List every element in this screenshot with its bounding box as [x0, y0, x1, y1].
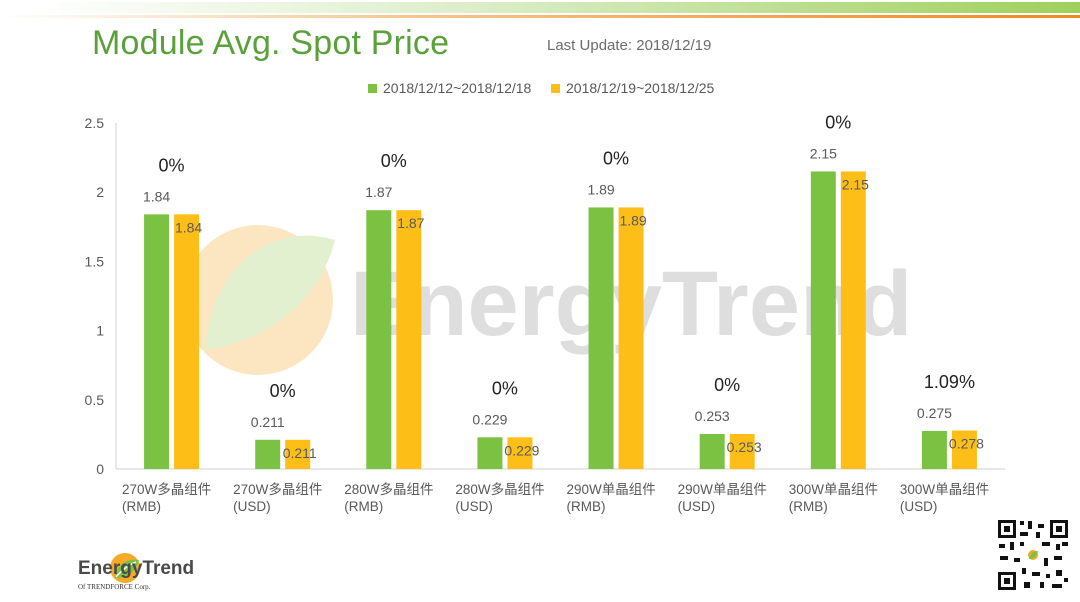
qr-code-icon [996, 518, 1070, 592]
y-tick-label: 2.5 [85, 115, 105, 131]
y-tick-label: 1.5 [85, 253, 105, 269]
change-label: 0% [603, 148, 629, 168]
data-label-series-2: 0.278 [949, 436, 984, 452]
x-tick-label: 280W多晶组件 [455, 481, 544, 497]
y-tick-label: 0 [96, 461, 104, 477]
bar-series-2 [729, 433, 755, 469]
change-label: 0% [492, 378, 518, 398]
data-label-series-1: 1.87 [365, 184, 392, 200]
bar-series-2 [174, 214, 200, 469]
top-orange-stripe [0, 15, 1080, 18]
data-label-series-1: 1.89 [587, 181, 614, 197]
top-decor-bar [0, 0, 1080, 20]
change-label: 0% [381, 151, 407, 171]
y-tick-label: 0.5 [85, 392, 105, 408]
watermark-leaf-shape [205, 235, 335, 350]
x-tick-label: 270W多晶组件 [122, 481, 211, 497]
bar-series-1 [366, 210, 392, 469]
slide-title: Module Avg. Spot Price [92, 24, 450, 62]
bar-series-1 [144, 214, 170, 469]
data-label-series-1: 2.15 [810, 145, 837, 161]
x-tick-label: 300W单晶组件 [789, 482, 878, 497]
legend-swatch-series-2 [551, 84, 560, 93]
x-tick-label: 290W单晶组件 [567, 482, 656, 497]
data-label-series-2: 1.89 [619, 212, 646, 228]
footer-logo-subtext: Of TRENDFORCE Corp. [78, 583, 151, 591]
legend-label-series-1: 2018/12/12~2018/12/18 [383, 80, 532, 96]
change-label: 0% [714, 375, 740, 395]
x-tick-label: 280W多晶组件 [344, 481, 433, 497]
energytrend-logo-icon [110, 553, 140, 583]
x-tick-label-unit: (RMB) [567, 499, 606, 514]
data-label-series-2: 0.229 [504, 442, 539, 458]
bar-series-2 [507, 437, 533, 469]
bar-series-2 [951, 430, 977, 469]
data-label-series-2: 1.87 [397, 215, 424, 231]
footer-logo-text: EnergyTrend [78, 558, 195, 579]
x-tick-label-unit: (USD) [233, 499, 271, 514]
x-tick-label-unit: (RMB) [344, 499, 383, 514]
data-label-series-2: 0.211 [283, 445, 317, 461]
bar-series-1 [477, 437, 503, 469]
x-tick-label: 300W单晶组件 [900, 482, 989, 497]
change-label: 0% [159, 155, 185, 175]
legend-label-series-2: 2018/12/19~2018/12/25 [566, 80, 715, 96]
last-update-text: Last Update: 2018/12/19 [547, 37, 712, 54]
data-label-series-2: 1.84 [175, 219, 202, 235]
data-label-series-2: 0.253 [727, 439, 762, 455]
watermark: EnergyTrend [183, 225, 912, 375]
data-label-series-1: 0.211 [251, 414, 285, 430]
bar-series-2 [396, 210, 422, 469]
legend-swatch-series-1 [368, 84, 377, 93]
x-tick-label-unit: (RMB) [789, 499, 828, 514]
change-label: 0% [825, 112, 851, 132]
x-tick-label: 290W单晶组件 [678, 482, 767, 497]
data-label-series-1: 0.253 [695, 408, 730, 424]
change-label: 1.09% [924, 372, 975, 392]
x-tick-label: 270W多晶组件 [233, 481, 322, 497]
bar-series-1 [810, 171, 836, 469]
bar-series-1 [921, 430, 947, 469]
x-tick-label-unit: (USD) [678, 499, 716, 514]
x-tick-label-unit: (RMB) [122, 499, 161, 514]
bar-series-2 [285, 439, 311, 469]
x-tick-label-unit: (USD) [455, 499, 493, 514]
bar-series-1 [255, 439, 281, 469]
y-tick-label: 2 [96, 184, 104, 200]
watermark-leaf-icon [183, 225, 333, 375]
bar-series-1 [699, 433, 725, 469]
data-label-series-1: 0.275 [917, 405, 952, 421]
data-label-series-1: 1.84 [143, 188, 170, 204]
change-label: 0% [270, 381, 296, 401]
y-tick-label: 1 [96, 323, 104, 339]
top-green-stripe [40, 2, 1080, 13]
data-label-series-1: 0.229 [472, 411, 507, 427]
bar-series-2 [618, 207, 644, 469]
plot-area: 0 0.5 1 1.5 2 2.5 2018/12/12~2018/12/18 2018/12… [85, 80, 1005, 514]
data-label-series-2: 2.15 [842, 176, 869, 192]
bar-series-1 [588, 207, 614, 469]
bar-series-2 [840, 171, 866, 469]
x-tick-label-unit: (USD) [900, 499, 938, 514]
